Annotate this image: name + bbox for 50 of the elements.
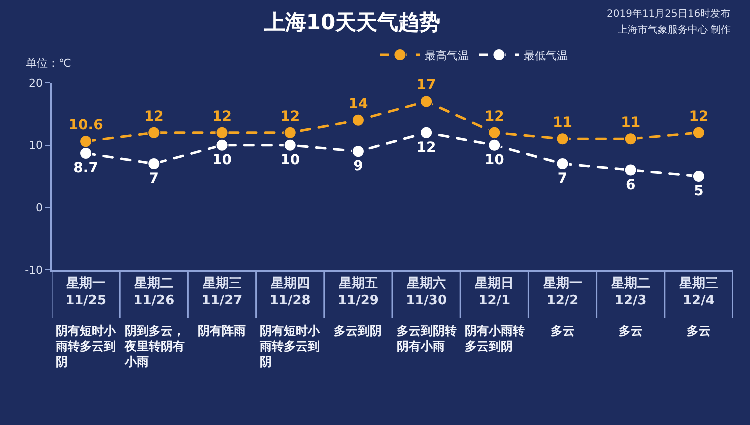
x-tick-label: 星期二 12/3 xyxy=(610,276,650,308)
data-label: 12 xyxy=(484,108,504,125)
data-label: 7 xyxy=(149,171,160,188)
y-tick-label: 0 xyxy=(36,202,44,215)
x-tick-label: 星期五 11/29 xyxy=(338,276,379,308)
text: 多云到阴 xyxy=(334,324,382,338)
data-label: 11 xyxy=(621,115,641,132)
x-tick-label: 星期四 11/28 xyxy=(270,276,311,308)
data-label: 10 xyxy=(280,152,300,168)
data-label: 12 xyxy=(212,108,232,125)
x-tick-label: 星期六 11/30 xyxy=(406,275,448,308)
data-label: 5 xyxy=(694,184,704,200)
chart-title: 上海10天天气趋势 xyxy=(263,10,441,34)
data-label: 14 xyxy=(348,96,368,112)
text: 阴有短时小雨转多云到阴 xyxy=(55,324,117,370)
data-label: 12 xyxy=(144,108,164,125)
data-label: 10.6 xyxy=(68,118,104,134)
data-label: 6 xyxy=(626,177,636,194)
text: 上海市气象服务中心 制作 xyxy=(618,24,732,36)
text: 阴有短时小雨转多云到阴 xyxy=(259,324,321,370)
x-tick-label: 星期二 11/26 xyxy=(134,276,175,308)
data-label: 11 xyxy=(553,115,572,132)
data-label: 12 xyxy=(280,108,300,125)
x-tick-label: 星期三 12/4 xyxy=(678,276,718,308)
x-tick-label: 星期一 11/25 xyxy=(66,276,107,308)
text: 多云到阴转阴有小雨 xyxy=(397,324,457,354)
data-label: 12 xyxy=(689,108,709,125)
y-axis-title: 单位：℃ xyxy=(26,57,72,70)
data-label: 8.7 xyxy=(74,160,98,176)
text: 阴有阵雨 xyxy=(198,324,246,338)
data-label: 7 xyxy=(558,171,568,188)
text: 多云 xyxy=(551,324,575,338)
x-tick-label: 星期日 12/1 xyxy=(474,276,514,308)
legend-label: 最低气温 xyxy=(524,49,568,62)
text: 阴有小雨转多云到阴 xyxy=(465,324,525,354)
data-label: 17 xyxy=(416,78,436,94)
data-label: 10 xyxy=(484,152,505,168)
data-label: 9 xyxy=(354,158,364,175)
x-tick-label: 星期三 11/27 xyxy=(202,276,243,308)
data-label: 10 xyxy=(212,152,232,168)
y-tick-label: -10 xyxy=(25,264,44,277)
text: 2019年11月25日16时发布 xyxy=(607,8,731,20)
text: 多云 xyxy=(687,324,711,338)
y-tick-label: 20 xyxy=(29,76,44,90)
x-tick-label: 星期一 12/2 xyxy=(542,276,582,308)
legend-label: 最高气温 xyxy=(425,49,470,62)
y-tick-label: 10 xyxy=(29,139,44,152)
text: 阴到多云，夜里转阴有小雨 xyxy=(124,324,185,370)
data-label: 12 xyxy=(416,140,436,156)
text: 多云 xyxy=(619,324,643,338)
